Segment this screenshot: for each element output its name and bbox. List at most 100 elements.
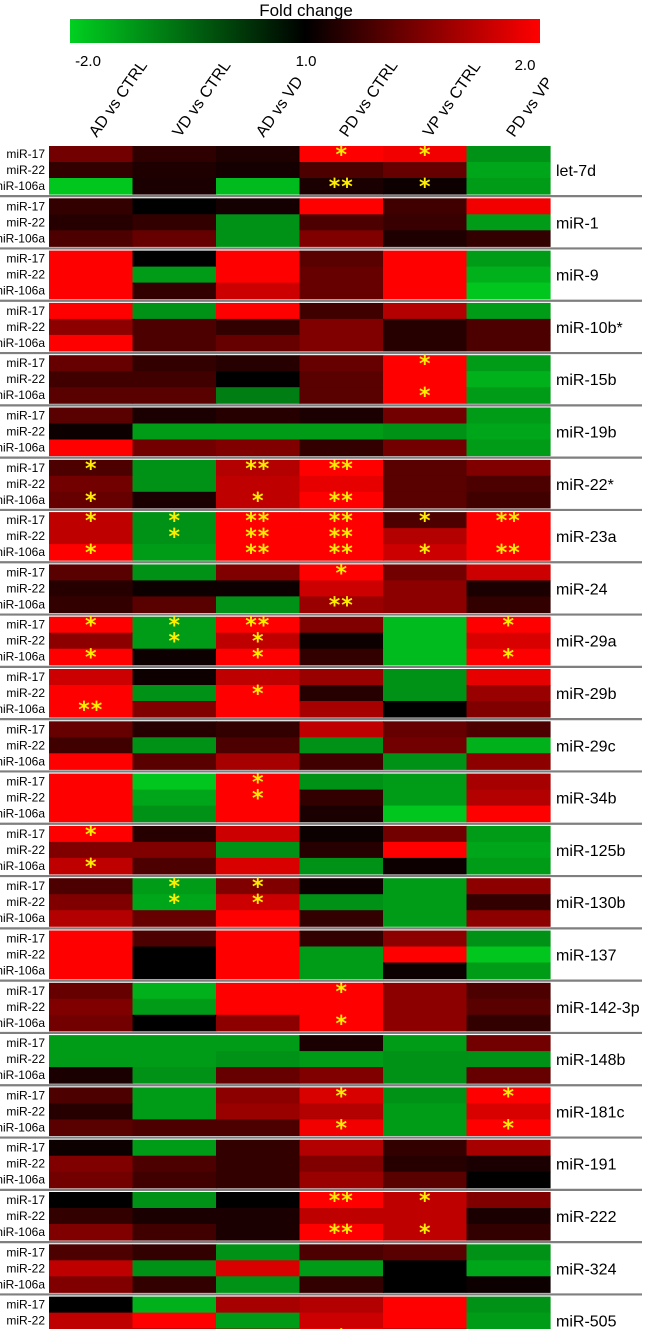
heatmap-cell (49, 318, 134, 336)
column-header: AD vs CTRL (86, 58, 151, 141)
heatmap-cell (132, 685, 217, 702)
significance-star: ** (329, 1189, 354, 1214)
heatmap-cell (132, 962, 217, 980)
row-label: miR-106a (0, 493, 45, 507)
heatmap-cell (216, 669, 301, 686)
column-header: VD vs CTRL (170, 58, 235, 141)
heatmap-cell (49, 544, 134, 561)
heatmap-cell (299, 648, 384, 666)
heatmap-cell (299, 1312, 384, 1329)
heatmap-cell (132, 753, 217, 770)
heatmap-cell (49, 789, 134, 807)
heatmap-cell (132, 1067, 217, 1084)
heatmap-cell (49, 1224, 134, 1241)
heatmap-cell (383, 930, 468, 948)
row-label: miR-17 (6, 409, 45, 423)
heatmap-cell (383, 773, 468, 791)
significance-star: * (252, 891, 264, 916)
heatmap-cell (383, 1244, 468, 1261)
heatmap-cell (216, 475, 301, 493)
heatmap-cell (132, 580, 217, 597)
heatmap-cell (383, 459, 468, 477)
heatmap-cell (383, 841, 468, 859)
row-label: miR-106a (0, 284, 45, 298)
heatmap-cell (216, 721, 301, 738)
heatmap-cell (132, 1139, 217, 1157)
significance-star: * (168, 525, 180, 550)
heatmap-cell (383, 669, 468, 686)
heatmap-cell (299, 1208, 384, 1225)
heatmap-cell (466, 162, 551, 179)
row-label: miR-17 (6, 513, 45, 527)
significance-star: * (419, 384, 431, 409)
heatmap-cell (216, 1171, 301, 1189)
row-label: miR-17 (6, 1036, 45, 1050)
row-label: miR-22 (6, 215, 45, 229)
heatmap-cell (299, 1067, 384, 1084)
heatmap-cell (299, 753, 384, 770)
heatmap-cell (132, 878, 217, 895)
heatmap-cell (466, 685, 551, 702)
heatmap-cell (132, 1224, 217, 1241)
significance-star: * (419, 1221, 431, 1246)
significance-stars: * *** **** ** *** * *** * ** ** * *** ** *** ** ** * ****… (78, 143, 520, 1329)
significance-star: ** (245, 614, 270, 639)
heatmap-cell (49, 1276, 134, 1293)
heatmap-cell (132, 616, 217, 634)
heatmap-cell (466, 407, 551, 425)
heatmap-cell (466, 1192, 551, 1209)
heatmap-cell (49, 753, 134, 770)
heatmap-cell (299, 946, 384, 964)
heatmap-cell (299, 512, 384, 529)
heatmap-cell (299, 1087, 384, 1104)
heatmap-cell (49, 214, 134, 231)
heatmap-cell (299, 439, 384, 457)
heatmap-cell (466, 857, 551, 875)
heatmap-cell (383, 737, 468, 754)
heatmap-cell (299, 669, 384, 686)
heatmap-cell (216, 982, 301, 1000)
heatmap-cell (49, 1067, 134, 1084)
heatmap-cell (383, 1067, 468, 1084)
heatmap-cell (466, 1119, 551, 1136)
heatmap-cell (49, 162, 134, 179)
heatmap-cell (132, 459, 217, 477)
heatmap-cell (383, 146, 468, 163)
heatmap-cell (49, 491, 134, 509)
heatmap-cell (132, 1155, 217, 1173)
heatmap-cell (383, 616, 468, 634)
significance-star: * (502, 614, 514, 639)
row-label: miR-17 (6, 1298, 45, 1312)
heatmap-cell (216, 1208, 301, 1225)
group-label: miR-10b* (556, 320, 623, 337)
heatmap-cell (383, 1276, 468, 1293)
column-header: PD vs CTRL (337, 58, 402, 141)
heatmap-cell (132, 773, 217, 791)
heatmap-cell (49, 721, 134, 738)
colorbar-tick-max: 2.0 (515, 57, 536, 74)
significance-star: * (85, 614, 97, 639)
heatmap-cell (299, 564, 384, 581)
heatmap-cell (49, 1119, 134, 1136)
row-label: miR-22 (6, 163, 45, 177)
heatmap-cell (466, 266, 551, 284)
significance-star: * (335, 143, 347, 168)
heatmap-cell (383, 1119, 468, 1136)
heatmap-cell (299, 407, 384, 425)
heatmap-cell (466, 439, 551, 457)
heatmap-cell (132, 930, 217, 948)
significance-star: * (85, 541, 97, 566)
heatmap-cell (383, 1224, 468, 1241)
heatmap-cell (132, 1051, 217, 1068)
heatmap-cell (383, 1014, 468, 1032)
heatmap-cell (132, 512, 217, 529)
heatmap-cell (466, 1067, 551, 1084)
colorbar-tick-mid: 1.0 (296, 53, 317, 70)
significance-star: * (502, 646, 514, 671)
heatmap-cell (299, 1119, 384, 1136)
heatmap-cell (216, 753, 301, 770)
heatmap-cell (216, 1244, 301, 1261)
heatmap-cell (49, 266, 134, 284)
heatmap-cell (132, 982, 217, 1000)
heatmap-cell (49, 910, 134, 927)
